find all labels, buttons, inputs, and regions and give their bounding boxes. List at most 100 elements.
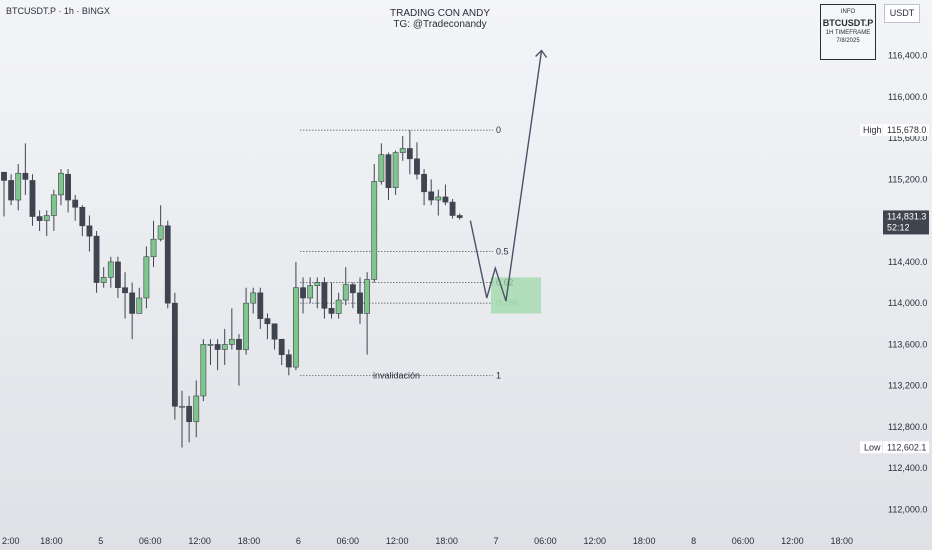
projection-arrowhead bbox=[535, 49, 548, 58]
low-value-tag bbox=[883, 441, 929, 454]
info-box: INFO BTCUSDT.P 1H TIMEFRAME 7/8/2025 bbox=[820, 4, 876, 60]
candle-body bbox=[257, 292, 264, 319]
y-tick-label: 116,000.0 bbox=[888, 92, 927, 102]
fib-label: 1 bbox=[496, 370, 501, 380]
x-tick-label: 06:00 bbox=[337, 536, 360, 546]
candle-body bbox=[228, 338, 235, 345]
candle-body bbox=[307, 285, 314, 299]
candle-body bbox=[385, 154, 392, 188]
x-tick-label: 7 bbox=[493, 536, 498, 546]
candle-body bbox=[264, 318, 271, 325]
x-tick-label: 6 bbox=[296, 536, 301, 546]
x-tick-label: 06:00 bbox=[534, 536, 557, 546]
candle-body bbox=[50, 194, 57, 216]
info-symbol: BTCUSDT.P bbox=[822, 18, 874, 28]
candle-body bbox=[271, 323, 278, 340]
candle-body bbox=[314, 282, 321, 286]
info-label: INFO bbox=[840, 9, 856, 15]
candle-body bbox=[328, 308, 335, 314]
candle-body bbox=[300, 287, 306, 299]
x-tick-label: 18:00 bbox=[633, 536, 656, 546]
candle-body bbox=[100, 277, 107, 283]
fib-label: 0.5 bbox=[496, 247, 509, 257]
candle-body bbox=[179, 405, 185, 408]
candle-body bbox=[278, 338, 285, 356]
candle-body bbox=[335, 299, 342, 314]
high-label-tag bbox=[860, 124, 882, 137]
candle-body bbox=[1, 171, 7, 181]
candle-body bbox=[243, 302, 249, 350]
y-tick-label: 112,400.0 bbox=[888, 463, 927, 473]
candle-body bbox=[58, 172, 64, 196]
candle-body bbox=[107, 261, 114, 278]
candle-body bbox=[349, 284, 356, 294]
candle-body bbox=[43, 215, 50, 221]
y-tick-label: 114,000.0 bbox=[888, 298, 927, 308]
candle-body bbox=[214, 344, 221, 350]
candle-body bbox=[22, 172, 29, 180]
x-tick-label: 06:00 bbox=[732, 536, 755, 546]
x-tick-label: 18:00 bbox=[831, 536, 854, 546]
candle-body bbox=[428, 191, 435, 201]
candle-body bbox=[193, 395, 200, 423]
candle-body bbox=[285, 354, 292, 368]
candle-body bbox=[236, 338, 242, 350]
low-label: Low bbox=[864, 442, 881, 452]
candle-body bbox=[207, 344, 214, 346]
y-tick-label: 113,200.0 bbox=[888, 381, 927, 391]
x-tick-label: 12:00 bbox=[386, 536, 409, 546]
candle-body bbox=[8, 180, 15, 201]
fib-label-invalidation: invalidación bbox=[373, 370, 420, 380]
candle-body bbox=[321, 282, 328, 309]
candle-body bbox=[442, 196, 449, 203]
current-price: 114,831.3 bbox=[887, 211, 926, 221]
candle-body bbox=[93, 235, 100, 283]
high-label: High bbox=[863, 125, 882, 135]
candle-body bbox=[29, 180, 36, 217]
symbol-info: BTCUSDT.P · 1h · BINGX bbox=[6, 6, 110, 16]
current-price-tag bbox=[883, 210, 929, 235]
candle-body bbox=[150, 238, 157, 258]
candle-body bbox=[200, 344, 207, 397]
candle-body bbox=[293, 287, 299, 368]
y-tick-label: 115,200.0 bbox=[888, 174, 927, 184]
x-tick-label: 2:00 bbox=[2, 536, 20, 546]
y-tick-label: 113,600.0 bbox=[888, 339, 927, 349]
candle-body bbox=[371, 181, 378, 280]
y-tick-label: 115,600.0 bbox=[888, 133, 927, 143]
x-tick-label: 5 bbox=[98, 536, 103, 546]
watermark-line2: TG: @Tradeconandy bbox=[393, 19, 487, 30]
candle-body bbox=[378, 154, 385, 182]
candle-body bbox=[406, 148, 413, 160]
low-label-tag bbox=[860, 441, 882, 454]
y-tick-label: 116,400.0 bbox=[888, 51, 927, 61]
fib-label: 0 bbox=[496, 125, 501, 135]
candle-body bbox=[79, 206, 86, 227]
candle-body bbox=[122, 287, 128, 294]
candle-body bbox=[186, 405, 193, 423]
candle-body bbox=[136, 297, 143, 314]
candle-body bbox=[129, 292, 136, 314]
info-timeframe: 1H TIMEFRAME bbox=[825, 30, 871, 36]
x-tick-label: 06:00 bbox=[139, 536, 162, 546]
x-tick-label: 18:00 bbox=[40, 536, 63, 546]
candle-body bbox=[36, 216, 43, 221]
candle-body bbox=[449, 201, 456, 216]
candle-body bbox=[364, 279, 371, 314]
candle-body bbox=[435, 196, 442, 201]
candle-body bbox=[221, 344, 228, 350]
candle-body bbox=[357, 292, 363, 314]
candle-body bbox=[15, 172, 22, 201]
high-value: 115,678.0 bbox=[887, 125, 926, 135]
candle-body bbox=[392, 152, 399, 188]
y-tick-label: 112,800.0 bbox=[888, 422, 927, 432]
projection-line bbox=[469, 50, 543, 302]
low-value: 112,602.1 bbox=[887, 442, 926, 452]
x-tick-label: 18:00 bbox=[238, 536, 261, 546]
x-tick-label: 12:00 bbox=[188, 536, 211, 546]
x-tick-label: 18:00 bbox=[435, 536, 458, 546]
x-tick-label: 12:00 bbox=[781, 536, 804, 546]
currency-button[interactable]: USDT bbox=[884, 4, 920, 23]
candle-body bbox=[143, 256, 150, 299]
